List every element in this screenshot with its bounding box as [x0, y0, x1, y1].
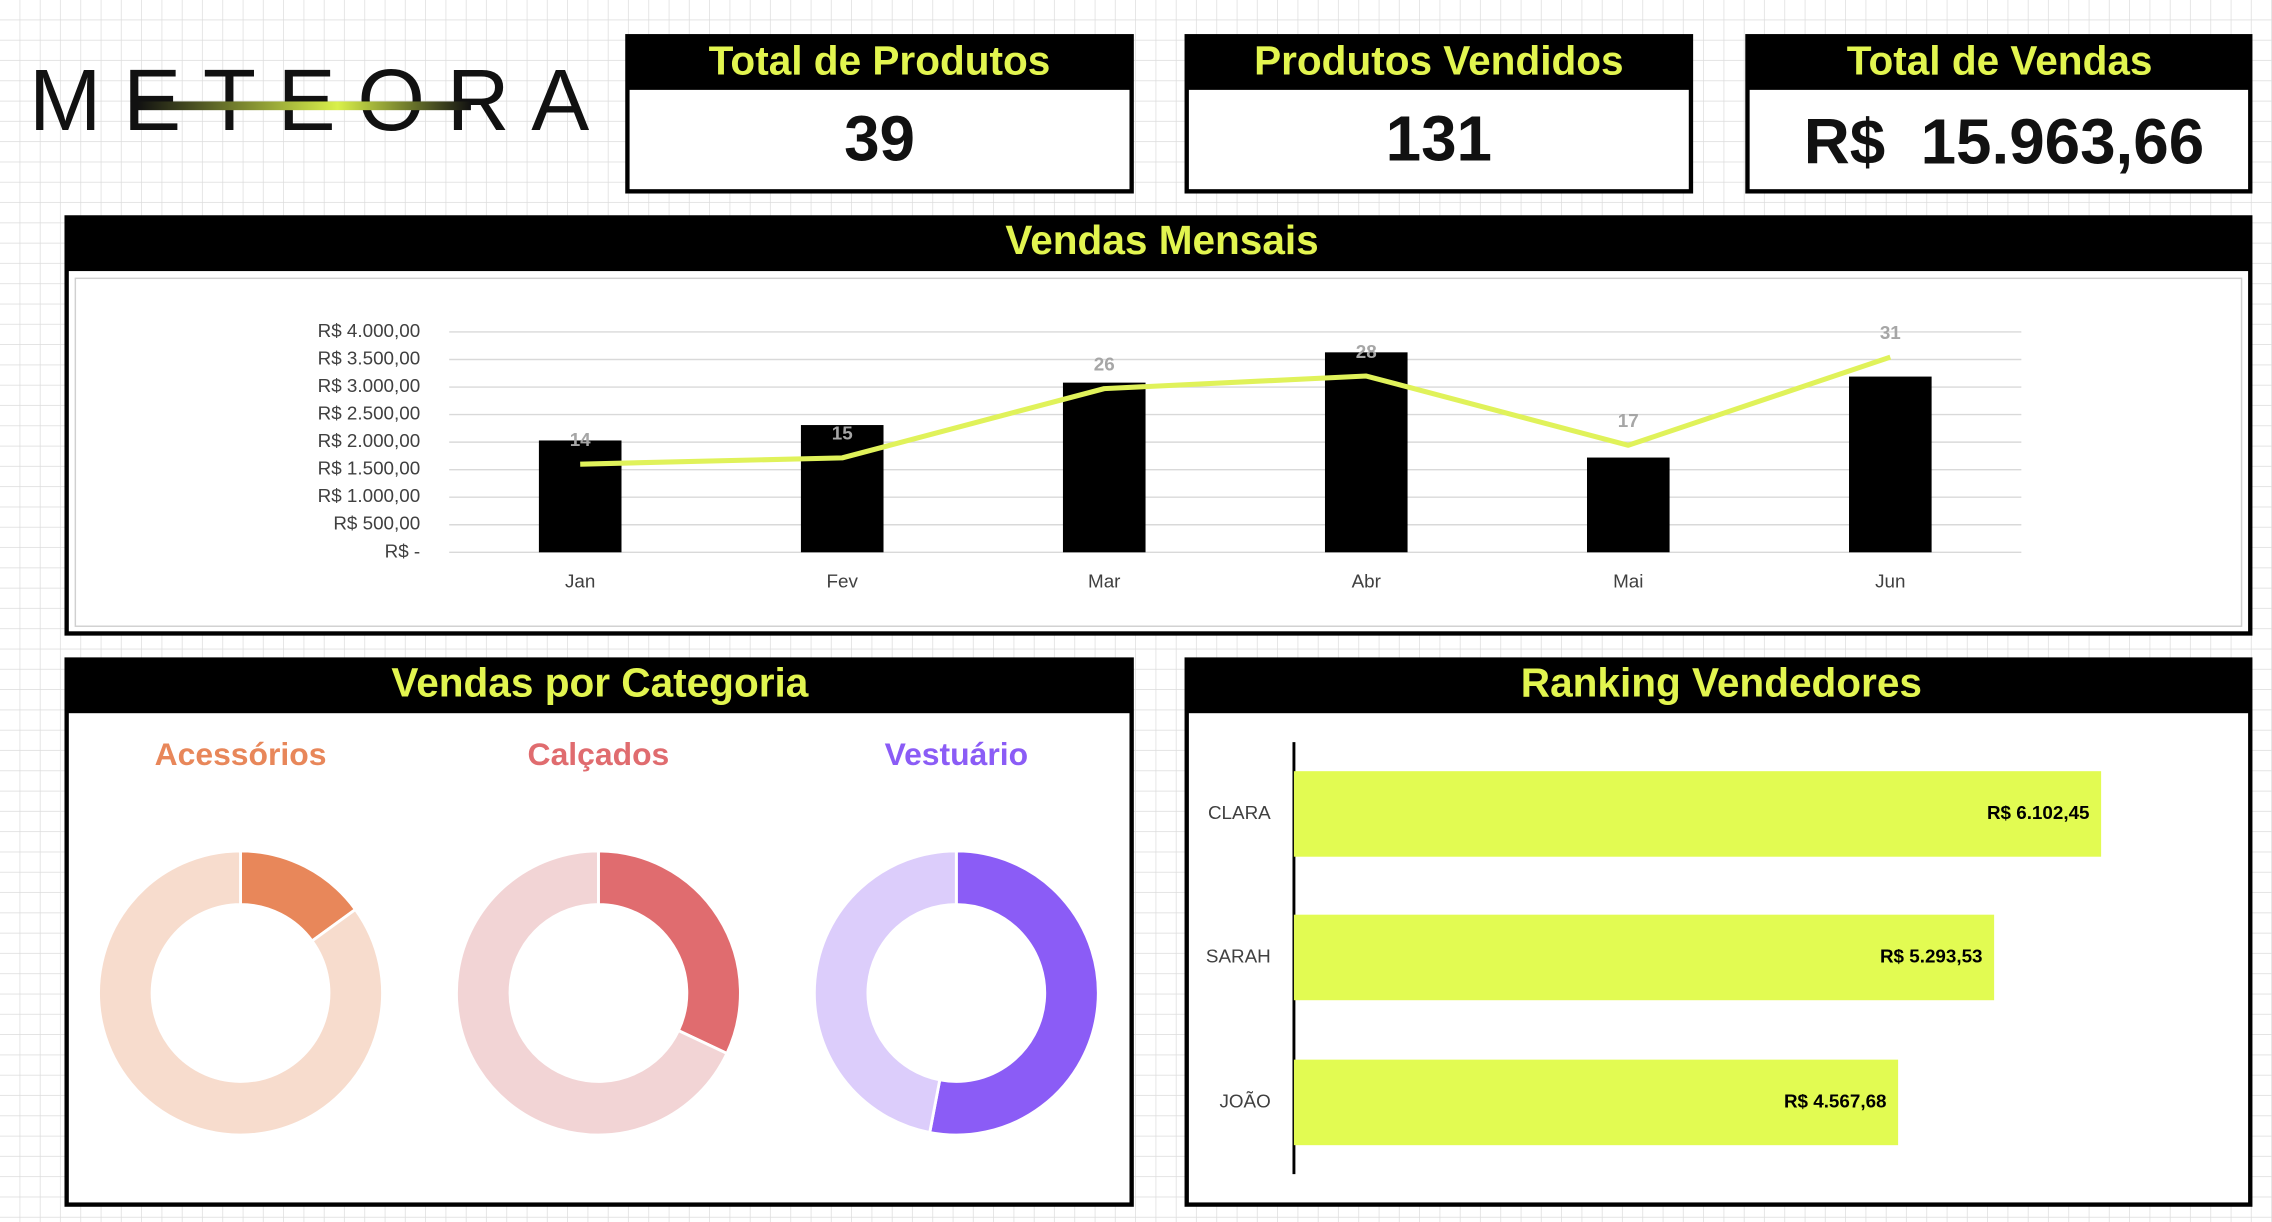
data-label: 14	[570, 429, 591, 450]
chart-area	[74, 277, 2243, 627]
panel-title: Ranking Vendedores	[1521, 659, 1922, 705]
kpi-value: R$ 15.963,66	[1804, 105, 2204, 177]
kpi-value: 131	[1386, 102, 1492, 174]
y-tick-label: R$ 3.500,00	[318, 347, 421, 368]
donut-title: Vestuário	[885, 736, 1028, 772]
bar	[1293, 771, 2102, 857]
kpi-value: 39	[844, 102, 915, 174]
bar	[1849, 376, 1932, 553]
y-tick-label: R$ 3.000,00	[318, 375, 421, 396]
value-label: R$ 5.293,53	[1880, 945, 1983, 966]
data-label: 15	[832, 423, 853, 444]
y-tick-label: R$ 500,00	[333, 513, 420, 534]
kpi-header	[1747, 36, 2251, 90]
data-label: 17	[1618, 410, 1639, 431]
x-tick-label: Jun	[1875, 571, 1905, 592]
donut-slice	[97, 849, 384, 1137]
bar	[800, 425, 884, 553]
panel-header	[66, 217, 2251, 272]
panel-header	[66, 659, 1132, 714]
bar	[1293, 914, 1995, 1001]
panel-title: Vendas Mensais	[1005, 217, 1318, 263]
y-tick-label: R$ 4.000,00	[318, 320, 421, 341]
bar	[1586, 457, 1670, 553]
donut-slice	[812, 849, 958, 1135]
value-label: R$ 4.567,68	[1784, 1090, 1887, 1111]
kpi-title: Produtos Vendidos	[1254, 37, 1624, 83]
y-tick-label: JOÃO	[1220, 1090, 1271, 1111]
kpi-title: Total de Produtos	[709, 37, 1051, 83]
logo: METEORA	[29, 52, 611, 149]
x-tick-label: Abr	[1352, 571, 1381, 592]
logo-streak	[137, 101, 471, 111]
kpi-card: Produtos Vendidos 131	[1184, 34, 1694, 194]
donut-slice	[928, 849, 1100, 1137]
data-label: 28	[1356, 341, 1377, 362]
y-tick-label: R$ -	[385, 540, 421, 561]
y-tick-label: CLARA	[1208, 802, 1271, 823]
y-tick-label: SARAH	[1206, 945, 1271, 966]
data-label: 31	[1880, 322, 1901, 343]
donut-slice	[454, 849, 729, 1137]
kpi-header	[627, 36, 1132, 90]
donut-slice	[596, 849, 742, 1056]
bar	[538, 440, 622, 553]
y-tick-label: R$ 2.500,00	[318, 403, 421, 424]
x-tick-label: Mar	[1088, 571, 1120, 592]
value-label: R$ 6.102,45	[1987, 802, 2090, 823]
kpi-header	[1186, 36, 1691, 90]
kpi-card: Total de Vendas R$ 15.963,66	[1745, 34, 2253, 194]
line	[580, 354, 1892, 467]
panel-header	[1186, 659, 2251, 714]
y-tick-label: R$ 2.000,00	[318, 430, 421, 451]
x-tick-label: Jan	[565, 571, 595, 592]
bar	[1062, 382, 1146, 553]
bar	[1293, 1059, 1899, 1146]
y-tick-label: R$ 1.500,00	[318, 458, 421, 479]
panel-title: Vendas por Categoria	[391, 659, 808, 705]
donut-title: Acessórios	[155, 736, 327, 772]
x-tick-label: Mai	[1613, 571, 1643, 592]
kpi-card: Total de Produtos 39	[625, 34, 1134, 194]
y-tick-label: R$ 1.000,00	[318, 485, 421, 506]
kpi-title: Total de Vendas	[1847, 37, 2153, 83]
x-tick-label: Fev	[827, 571, 859, 592]
donut-title: Calçados	[528, 736, 670, 772]
data-label: 26	[1094, 353, 1115, 374]
